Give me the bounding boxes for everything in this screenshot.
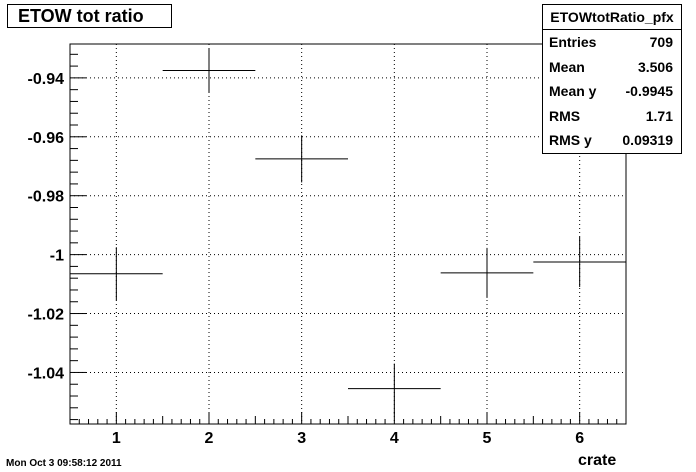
stats-value: 1.71 <box>645 107 673 124</box>
x-axis-label: crate <box>578 452 617 469</box>
stats-value: -0.9945 <box>625 83 673 100</box>
stats-label: Entries <box>549 34 597 51</box>
data-point <box>70 247 163 301</box>
x-tick-label: 1 <box>112 430 121 447</box>
data-point <box>440 247 534 298</box>
data-point <box>255 135 348 183</box>
stats-label: Mean <box>549 58 585 75</box>
x-tick-label: 5 <box>483 430 492 447</box>
stats-row-entries: Entries 709 <box>543 30 681 55</box>
chart-title: ETOW tot ratio <box>7 4 172 28</box>
stats-value: 0.09319 <box>622 132 673 149</box>
data-point <box>162 48 256 93</box>
y-tick-label: -0.98 <box>28 189 65 206</box>
x-tick-label: 6 <box>575 430 584 447</box>
timestamp: Mon Oct 3 09:58:12 2011 <box>6 458 122 469</box>
y-tick-label: -1.02 <box>28 307 65 324</box>
x-tick-label: 2 <box>205 430 214 447</box>
stats-label: RMS <box>549 107 581 124</box>
stats-row-mean-y: Mean y -0.9945 <box>543 79 681 104</box>
stats-row-rms: RMS 1.71 <box>543 104 681 129</box>
x-tick-label: 4 <box>390 430 399 447</box>
stats-label: RMS y <box>549 132 592 149</box>
stats-value: 709 <box>649 34 673 51</box>
stats-header: ETOWtotRatio_pfx <box>543 5 681 30</box>
y-tick-label: -1 <box>50 248 64 265</box>
stats-value: 3.506 <box>637 58 673 75</box>
y-tick-label: -0.94 <box>28 71 65 88</box>
y-tick-label: -0.96 <box>28 130 65 147</box>
data-point <box>533 236 626 288</box>
stats-row-rms-y: RMS y 0.09319 <box>543 128 681 153</box>
data-point <box>348 363 441 414</box>
stats-box: ETOWtotRatio_pfx Entries 709 Mean 3.506 … <box>542 4 682 154</box>
stats-label: Mean y <box>549 83 597 100</box>
stats-row-mean: Mean 3.506 <box>543 55 681 80</box>
y-tick-label: -1.04 <box>28 365 65 382</box>
x-tick-label: 3 <box>297 430 306 447</box>
